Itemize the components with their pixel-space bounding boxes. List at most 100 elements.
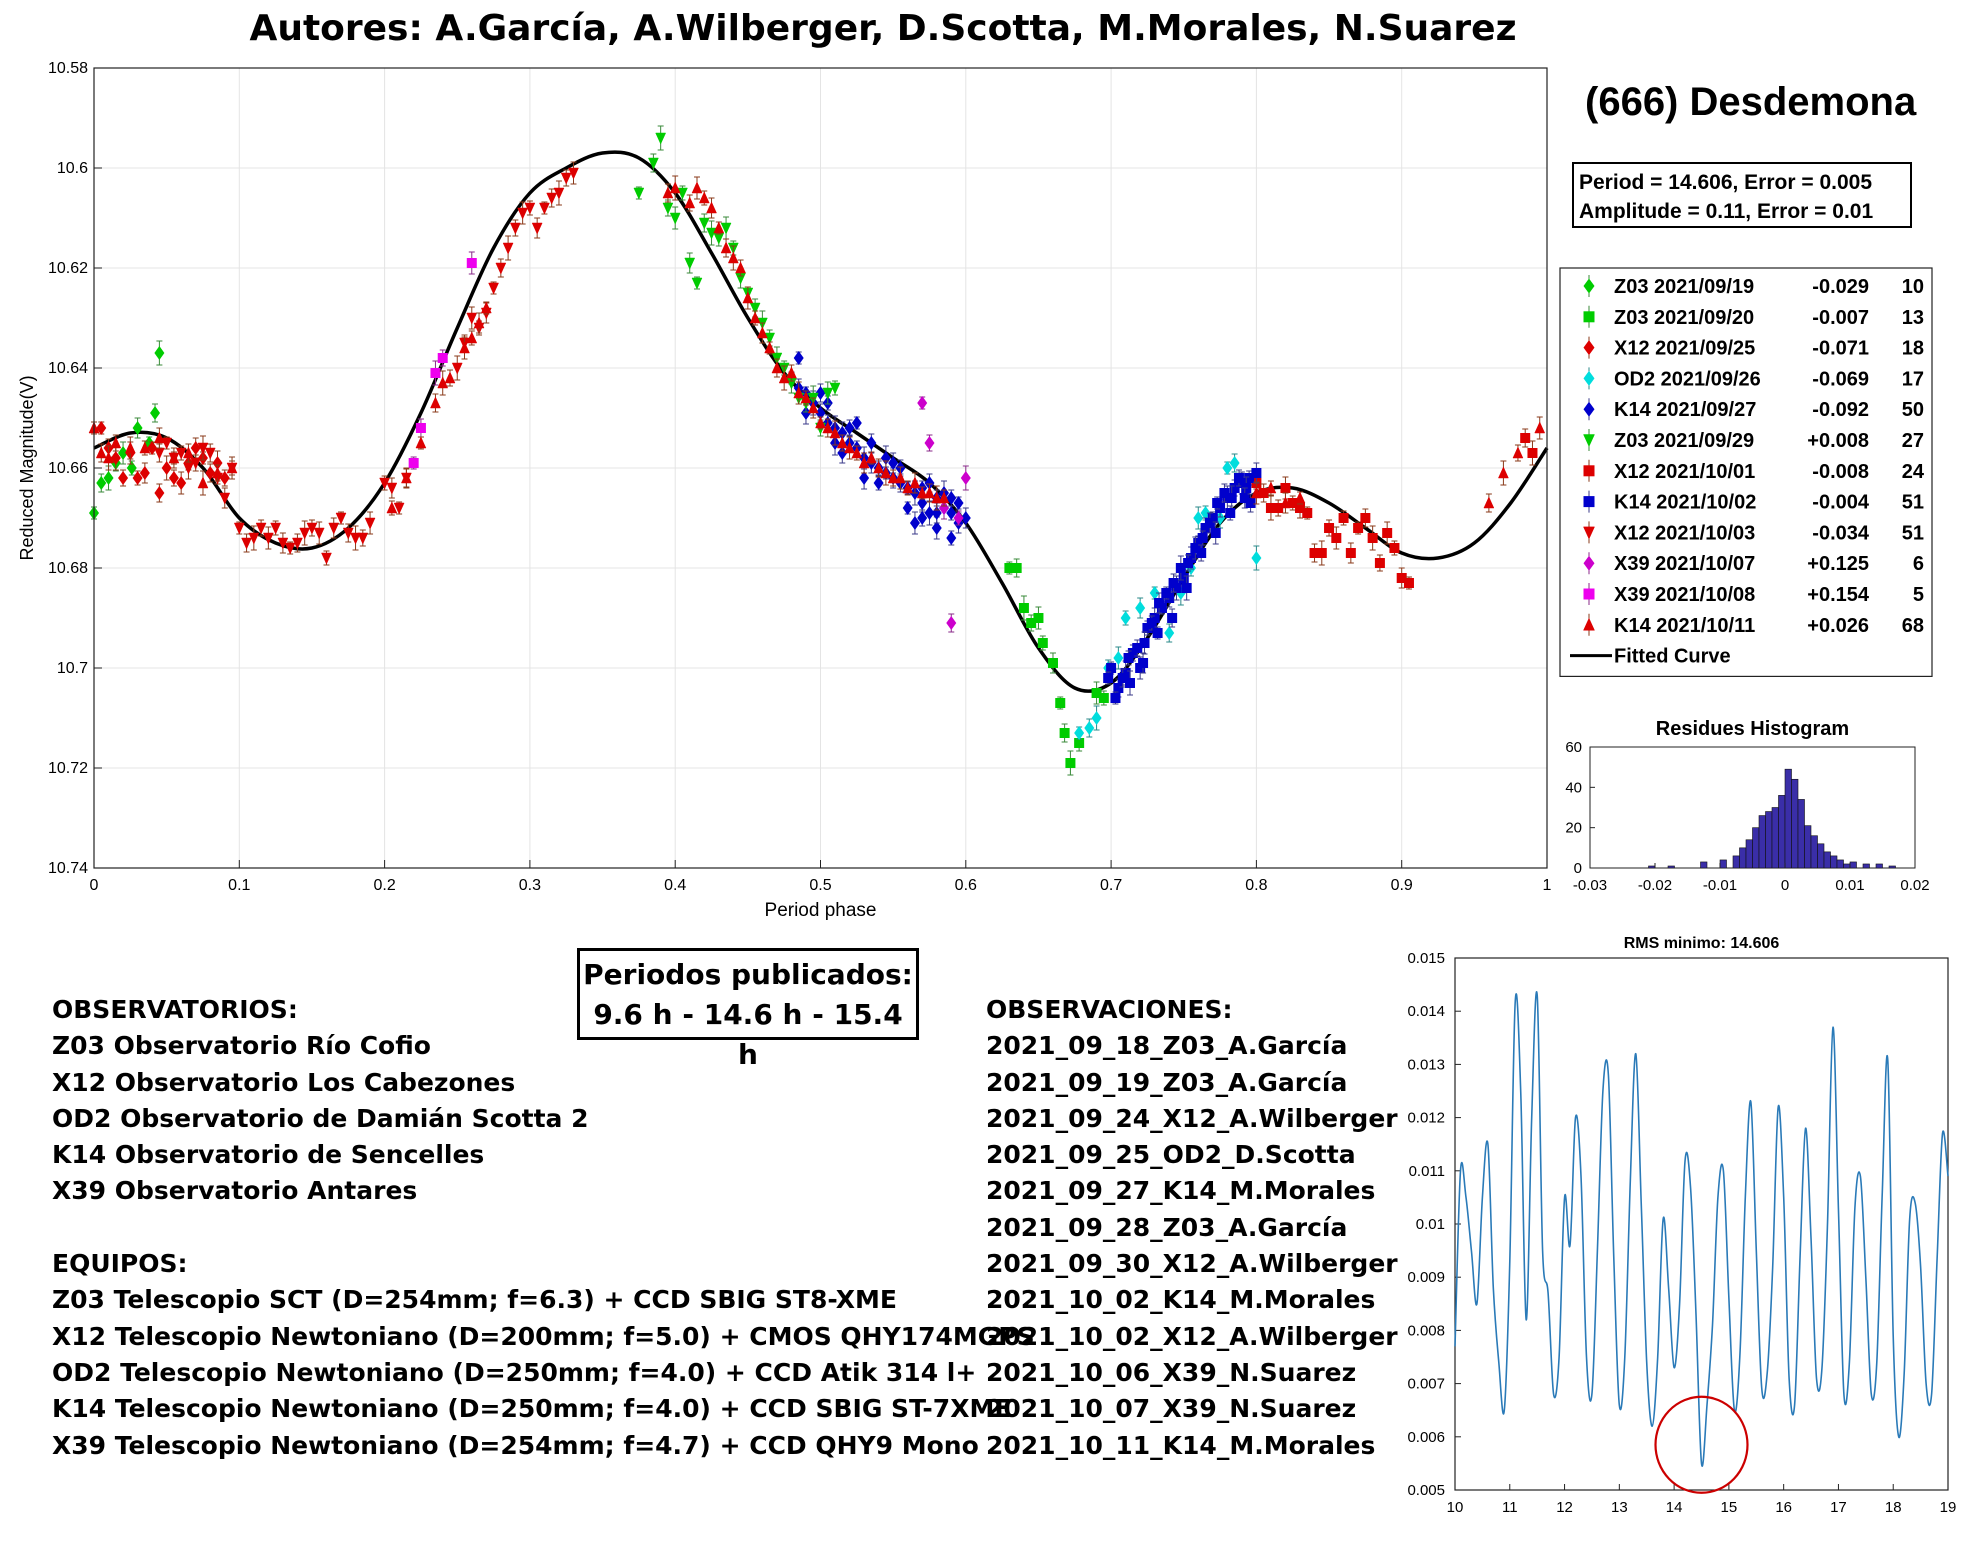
observatorio-item: X39 Observatorio Antares [52, 1176, 418, 1206]
x-tick-label: 1 [1543, 877, 1552, 894]
period-line: Period = 14.606, Error = 0.005 [1579, 171, 1873, 194]
data-point [873, 461, 885, 474]
data-point [1251, 486, 1262, 499]
data-point [1244, 473, 1255, 483]
legend-marker [1583, 401, 1595, 417]
data-point [568, 167, 579, 180]
hist-bar [1843, 863, 1851, 869]
data-point [1146, 618, 1157, 628]
y-tick-label: 10.72 [48, 760, 88, 777]
rms-y-tick-label: 0.01 [1416, 1216, 1445, 1233]
data-point [466, 312, 478, 325]
observacion-item: 2021_09_24_X12_A.Wilberger [986, 1103, 1398, 1133]
data-point [1103, 673, 1114, 683]
data-point [1113, 683, 1124, 693]
data-point [909, 476, 921, 489]
published-periods-box: Periodos publicados: 9.6 h - 14.6 h - 15… [577, 948, 919, 1071]
data-point [756, 326, 768, 339]
data-point [1026, 618, 1037, 628]
data-point [161, 461, 172, 475]
data-point [103, 471, 114, 485]
observacion-item: 2021_09_18_Z03_A.García [986, 1031, 1348, 1061]
data-point [132, 421, 143, 435]
data-point [466, 331, 478, 344]
data-point [430, 368, 441, 378]
observacion-item: 2021_10_06_X39_N.Suarez [986, 1357, 1357, 1387]
x-tick-label: 0.1 [228, 877, 250, 894]
legend-marker [1583, 434, 1595, 448]
data-point [124, 441, 136, 454]
data-point [1331, 533, 1342, 543]
data-point [1037, 638, 1048, 648]
data-point [1265, 503, 1276, 513]
observacion-item: 2021_10_11_K14_M.Morales [986, 1430, 1376, 1460]
legend-series-name: X39 2021/10/07 [1614, 553, 1755, 575]
observatorio-item: X12 Observatorio Los Cabezones [52, 1067, 516, 1097]
observatorios-header: OBSERVATORIOS: [52, 995, 298, 1024]
hist-bar [1765, 811, 1773, 869]
data-point [648, 157, 659, 170]
legend-offset: +0.125 [1807, 553, 1869, 575]
data-point [946, 531, 957, 545]
data-point [669, 212, 681, 225]
hist-bar [1745, 839, 1753, 869]
hist-x-tick-label: -0.03 [1573, 877, 1607, 894]
hist-bar [1849, 861, 1857, 869]
legend-series-name: X39 2021/10/08 [1614, 584, 1755, 606]
data-point [1324, 523, 1335, 533]
hist-x-tick-label: 0 [1781, 877, 1789, 894]
data-point [749, 311, 761, 324]
legend-offset: -0.092 [1812, 399, 1869, 421]
data-point [1196, 548, 1207, 558]
data-point [1175, 563, 1186, 573]
data-point [1520, 433, 1531, 443]
data-point [205, 466, 216, 480]
data-point [764, 341, 776, 354]
data-point [1360, 513, 1371, 523]
y-tick-label: 10.64 [48, 360, 88, 377]
data-point [1117, 673, 1128, 683]
data-point [357, 532, 369, 545]
data-point [502, 242, 514, 255]
legend-count: 68 [1902, 615, 1924, 637]
data-point [800, 391, 812, 404]
legend-marker [1583, 526, 1595, 540]
data-point [1229, 456, 1240, 470]
hist-bar [1732, 855, 1740, 869]
x-tick-label: 0.5 [809, 877, 831, 894]
rms-x-tick-label: 16 [1775, 1499, 1792, 1516]
y-axis-label: Reduced Magnitude(V) [17, 375, 37, 560]
legend-offset: -0.008 [1812, 461, 1869, 483]
data-point [524, 202, 536, 215]
data-point [1222, 461, 1233, 475]
data-point [118, 471, 129, 485]
legend-count: 6 [1913, 553, 1924, 575]
hist-y-tick-label: 60 [1565, 739, 1582, 756]
hist-y-tick-label: 0 [1574, 860, 1582, 877]
data-point [946, 491, 957, 505]
data-point [938, 491, 950, 504]
data-point [1004, 563, 1015, 573]
observatorio-item: Z03 Observatorio Río Cofio [52, 1031, 431, 1061]
legend-count: 17 [1902, 368, 1924, 390]
data-point [1229, 483, 1240, 493]
rms-line [1454, 991, 1949, 1467]
rms-x-tick-label: 10 [1447, 1499, 1464, 1516]
rms-y-tick-label: 0.006 [1407, 1429, 1445, 1446]
hist-bar [1810, 835, 1818, 869]
data-point [197, 476, 209, 489]
data-point [1233, 473, 1244, 483]
data-point [698, 191, 710, 204]
hist-bar [1784, 768, 1792, 869]
data-point [633, 187, 645, 200]
data-point [1498, 466, 1509, 479]
hist-bar [1862, 863, 1870, 869]
data-point [691, 181, 703, 194]
data-point [1302, 508, 1313, 518]
data-point [1059, 728, 1070, 738]
rms-y-tick-label: 0.007 [1407, 1376, 1445, 1393]
hist-bar [1888, 865, 1896, 869]
data-point [1033, 613, 1044, 623]
data-point [1353, 523, 1364, 533]
data-point [488, 282, 499, 295]
